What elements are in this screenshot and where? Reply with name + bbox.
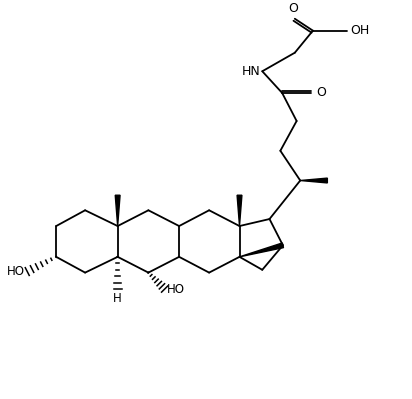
Text: OH: OH (350, 24, 370, 37)
Text: HN: HN (241, 65, 260, 78)
Polygon shape (239, 243, 283, 257)
Polygon shape (115, 195, 120, 226)
Text: H: H (113, 292, 122, 305)
Polygon shape (300, 178, 328, 183)
Text: HO: HO (166, 282, 185, 296)
Text: HO: HO (7, 265, 25, 278)
Polygon shape (237, 195, 242, 226)
Text: O: O (316, 87, 326, 99)
Text: O: O (288, 2, 298, 15)
